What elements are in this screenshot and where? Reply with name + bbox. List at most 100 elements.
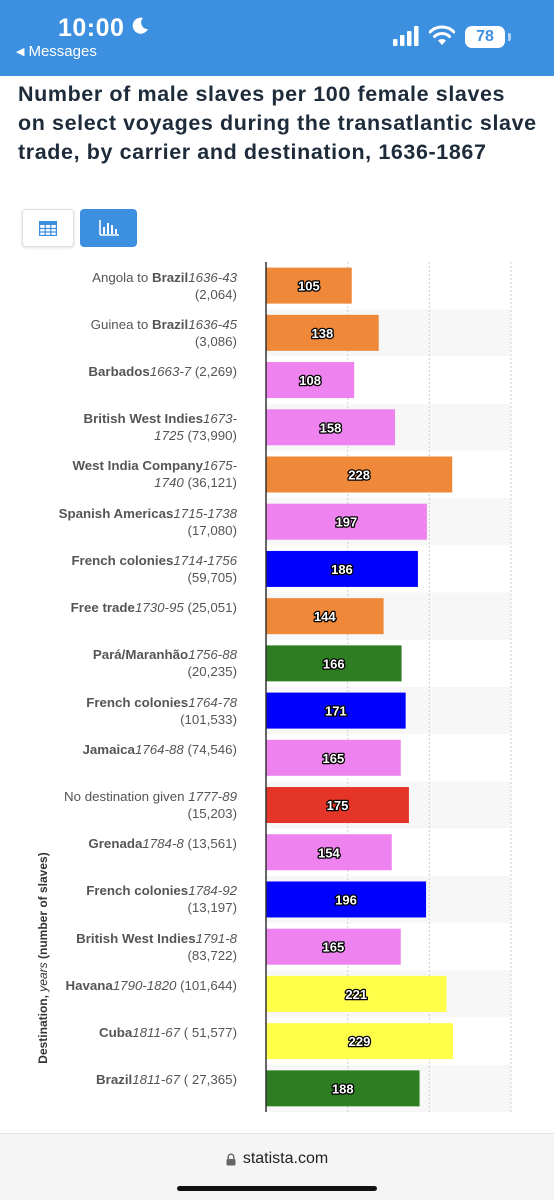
- bar-value-label: 175: [327, 798, 349, 813]
- category-count: (25,051): [183, 600, 237, 616]
- bar: [266, 598, 384, 635]
- category-name: Jamaica: [82, 741, 135, 757]
- bar: [266, 1070, 420, 1107]
- bar-value-label: 158: [320, 420, 342, 435]
- category-years: 1790-1820: [112, 977, 177, 993]
- category-count: (2,064): [194, 286, 237, 302]
- category-label: Spanish Americas1715-1738 (17,080): [57, 505, 237, 539]
- back-label: Messages: [28, 43, 97, 60]
- category-count: (83,722): [187, 947, 237, 963]
- category-count: (101,533): [180, 711, 237, 727]
- category-years: 1675-1740: [154, 458, 237, 491]
- table-icon: [39, 220, 57, 236]
- bar: [266, 645, 402, 682]
- category-name: Spanish Americas: [58, 505, 174, 521]
- category-name: Havana: [65, 977, 113, 993]
- category-prefix: Angola to: [92, 269, 152, 285]
- bar: [266, 314, 379, 351]
- bar: [266, 928, 401, 965]
- category-label: Cuba1811-67 ( 51,577): [57, 1024, 237, 1041]
- battery-tip: [508, 33, 511, 41]
- category-count: ( 27,365): [180, 1072, 237, 1088]
- category-destination: Brazil: [151, 269, 189, 285]
- category-label: Barbados1663-7 (2,269): [57, 363, 237, 380]
- bar-value-label: 108: [299, 373, 321, 388]
- category-label: British West Indies1673-1725 (73,990): [57, 410, 237, 444]
- bar: [266, 787, 409, 824]
- category-prefix: Guinea to: [90, 316, 152, 332]
- bar: [266, 739, 401, 776]
- category-years: 1636-43: [188, 269, 237, 285]
- category-count: ( 51,577): [180, 1025, 237, 1041]
- battery-indicator: 78: [465, 26, 505, 48]
- bar: [266, 267, 352, 304]
- category-count: (17,080): [187, 522, 237, 538]
- category-years: 1636-45: [188, 316, 237, 332]
- bar-value-label: 186: [331, 562, 353, 577]
- home-indicator: [177, 1186, 377, 1191]
- bar-value-label: 105: [298, 279, 320, 294]
- category-years: 1764-78: [188, 694, 237, 710]
- bar-value-label: 197: [336, 515, 358, 530]
- category-label: Jamaica1764-88 (74,546): [57, 741, 237, 758]
- category-years: 1673-1725: [154, 411, 237, 444]
- category-count: (2,269): [191, 364, 237, 380]
- back-to-messages-button[interactable]: ◀ Messages: [16, 43, 97, 60]
- category-name: British West Indies: [76, 930, 196, 946]
- bar: [266, 975, 447, 1012]
- category-name: Barbados: [88, 364, 150, 380]
- url-text: statista.com: [242, 1150, 329, 1167]
- category-years: 1811-67: [132, 1072, 181, 1088]
- category-years: 1663-7: [149, 364, 192, 380]
- category-years: 1777-89: [188, 789, 237, 805]
- category-count: (13,561): [183, 836, 237, 852]
- bar-value-label: 144: [314, 609, 336, 624]
- bar-value-label: 221: [345, 987, 367, 1002]
- category-label: British West Indies1791-8 (83,722): [57, 930, 237, 964]
- chart-view-button[interactable]: [80, 209, 137, 247]
- plot-area: 105 138 108 158 228 197 186 144 166 171 165 175 154 1…: [263, 262, 521, 1138]
- category-label: Pará/Maranhão1756-88 (20,235): [57, 646, 237, 680]
- bar-value-label: 229: [349, 1034, 371, 1049]
- bar: [266, 834, 392, 871]
- bar: [266, 881, 427, 918]
- bar-value-label: 166: [323, 656, 345, 671]
- bar-value-label: 196: [335, 892, 357, 907]
- category-count: (36,121): [183, 475, 237, 491]
- category-years: 1730-95: [134, 600, 184, 616]
- bar: [266, 550, 418, 587]
- category-count: (15,203): [187, 806, 237, 822]
- category-name: Cuba: [99, 1025, 133, 1041]
- category-destination: Brazil: [151, 316, 189, 332]
- category-label: Grenada1784-8 (13,561): [57, 835, 237, 852]
- bar-chart-icon: [98, 220, 119, 236]
- category-count: (59,705): [187, 569, 237, 585]
- category-name: French colonies: [71, 552, 174, 568]
- url-display[interactable]: statista.com: [0, 1150, 554, 1168]
- bar: [266, 409, 396, 446]
- category-years: 1811-67: [132, 1025, 181, 1041]
- status-bar: 10:00 ◀ Messages 78: [0, 0, 554, 76]
- category-years: 1764-88: [134, 741, 184, 757]
- category-label: French colonies1784-92 (13,197): [57, 882, 237, 916]
- bar-chart: Destination, years (number of slaves) 10…: [0, 258, 554, 1138]
- category-label: Free trade1730-95 (25,051): [57, 599, 237, 616]
- category-count: (3,086): [194, 333, 237, 349]
- bar-value-label: 154: [318, 845, 340, 860]
- category-count: (73,990): [183, 428, 237, 444]
- table-view-button[interactable]: [22, 209, 74, 247]
- category-name: Grenada: [88, 836, 143, 852]
- bar: [266, 503, 427, 540]
- category-prefix: No destination given: [64, 789, 189, 805]
- category-label: Angola to Brazil1636-43 (2,064): [57, 269, 237, 303]
- bar: [266, 456, 453, 493]
- category-name: West India Company: [72, 458, 203, 474]
- category-label: Brazil1811-67 ( 27,365): [57, 1071, 237, 1088]
- category-count: (13,197): [187, 900, 237, 916]
- category-count: (101,644): [176, 977, 237, 993]
- category-name: Free trade: [70, 600, 135, 616]
- lock-icon: [226, 1153, 236, 1165]
- category-years: 1756-88: [188, 647, 237, 663]
- category-label: No destination given 1777-89 (15,203): [57, 788, 237, 822]
- category-label: West India Company1675-1740 (36,121): [57, 457, 237, 491]
